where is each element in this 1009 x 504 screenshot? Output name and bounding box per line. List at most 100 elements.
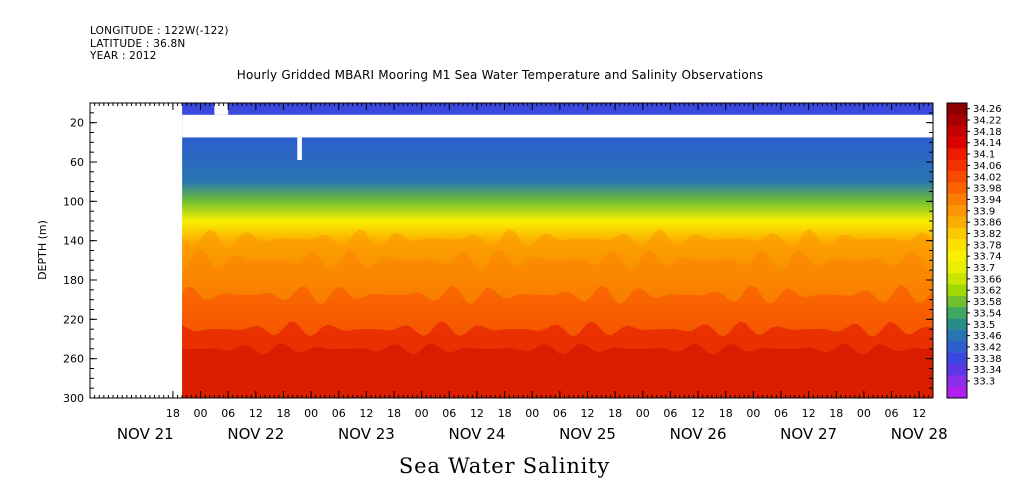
colorbar-swatch (947, 239, 967, 251)
colorbar-swatch (947, 375, 967, 387)
x-day-label: NOV 27 (780, 425, 837, 443)
colorbar-swatch (947, 250, 967, 263)
y-axis-label: DEPTH (m) (36, 220, 49, 280)
x-day-label: NOV 26 (670, 425, 727, 443)
no-data-gap (214, 103, 229, 115)
y-tick-label: 260 (63, 353, 84, 366)
colorbar-swatch (947, 216, 967, 229)
colorbar-swatch (947, 114, 967, 126)
x-tick-label: 00 (636, 407, 650, 420)
chart-title: Hourly Gridded MBARI Mooring M1 Sea Wate… (236, 68, 764, 82)
colorbar-label: 33.98 (973, 184, 1002, 195)
x-tick-label: 12 (581, 407, 595, 420)
y-tick-label: 100 (63, 195, 84, 208)
chart-subtitle: Sea Water Salinity (398, 454, 611, 478)
colorbar-frame (946, 102, 968, 399)
x-day-label: NOV 23 (338, 425, 395, 443)
colorbar-swatch (947, 125, 967, 138)
colorbar-swatch (947, 103, 967, 115)
y-tick-label: 140 (63, 235, 84, 248)
colorbar-label: 33.66 (973, 274, 1002, 285)
x-tick-label: 18 (719, 407, 733, 420)
contour-band (182, 321, 934, 398)
colorbar-swatch (947, 193, 967, 206)
x-tick-label: 18 (166, 407, 180, 420)
x-tick-label: 12 (802, 407, 816, 420)
y-tick-label: 300 (63, 392, 84, 405)
colorbar-label: 33.46 (973, 331, 1002, 342)
colorbar-label: 33.78 (973, 240, 1002, 251)
colorbar-label: 33.82 (973, 229, 1002, 240)
colorbar-swatch (947, 341, 967, 353)
colorbar-label: 34.26 (973, 104, 1002, 115)
x-tick-label: 00 (415, 407, 429, 420)
y-tick-label: 20 (70, 117, 84, 130)
contour-band (182, 343, 934, 398)
colorbar-label: 34.22 (973, 116, 1002, 127)
colorbar-label: 33.5 (973, 320, 995, 331)
colorbar-swatch (947, 227, 967, 240)
colorbar-label: 33.58 (973, 297, 1002, 308)
colorbar-label: 33.54 (973, 308, 1002, 319)
colorbar-swatch (947, 171, 967, 183)
colorbar-swatch (947, 148, 967, 161)
colorbar-swatch (947, 284, 967, 297)
colorbar-label: 33.74 (973, 252, 1002, 263)
colorbar-swatch (947, 205, 967, 217)
no-data-band (182, 114, 933, 138)
x-day-label: NOV 25 (559, 425, 616, 443)
x-tick-label: 06 (885, 407, 899, 420)
colorbar-label: 34.06 (973, 161, 1002, 172)
x-tick-label: 06 (442, 407, 456, 420)
y-tick-label: 180 (63, 274, 84, 287)
x-tick-label: 00 (194, 407, 208, 420)
x-tick-label: 12 (912, 407, 926, 420)
colorbar-swatch (947, 329, 967, 342)
colorbar-label: 33.42 (973, 342, 1002, 353)
x-tick-label: 12 (249, 407, 263, 420)
x-tick-label: 00 (525, 407, 539, 420)
x-tick-label: 00 (746, 407, 760, 420)
colorbar-label: 34.14 (973, 138, 1002, 149)
x-tick-label: 06 (553, 407, 567, 420)
x-tick-label: 18 (387, 407, 401, 420)
colorbar-swatch (947, 363, 967, 376)
colorbar-label: 33.86 (973, 218, 1002, 229)
x-tick-label: 06 (663, 407, 677, 420)
x-day-label: NOV 21 (117, 425, 174, 443)
colorbar-swatch (947, 261, 967, 274)
colorbar-swatch (947, 318, 967, 331)
x-day-label: NOV 22 (227, 425, 284, 443)
colorbar-label: 33.9 (973, 206, 995, 217)
colorbar-label: 33.7 (973, 263, 995, 274)
colorbar-label: 33.94 (973, 195, 1002, 206)
contour-band (182, 284, 934, 398)
longitude-label: LONGITUDE : 122W(-122) (90, 25, 229, 37)
colorbar-swatch (947, 295, 967, 308)
x-day-label: NOV 28 (891, 425, 948, 443)
x-tick-label: 12 (470, 407, 484, 420)
colorbar-label: 34.18 (973, 127, 1002, 138)
x-tick-label: 18 (276, 407, 290, 420)
colorbar-swatch (947, 182, 967, 195)
colorbar-swatch (947, 273, 967, 285)
x-tick-label: 12 (359, 407, 373, 420)
x-tick-label: 18 (498, 407, 512, 420)
colorbar-label: 33.3 (973, 376, 995, 387)
colorbar-label: 33.34 (973, 365, 1002, 376)
colorbar-label: 34.02 (973, 172, 1002, 183)
colorbar-swatch (947, 386, 967, 399)
x-tick-label: 18 (608, 407, 622, 420)
colorbar-swatch (947, 137, 967, 149)
no-data-gap (297, 137, 302, 161)
colorbar-swatch (947, 352, 967, 365)
x-tick-label: 12 (691, 407, 705, 420)
colorbar-label: 33.38 (973, 354, 1002, 365)
latitude-label: LATITUDE : 36.8N (90, 38, 186, 50)
x-tick-label: 06 (774, 407, 788, 420)
x-tick-label: 00 (857, 407, 871, 420)
x-tick-label: 06 (332, 407, 346, 420)
colorbar-label: 33.62 (973, 286, 1002, 297)
